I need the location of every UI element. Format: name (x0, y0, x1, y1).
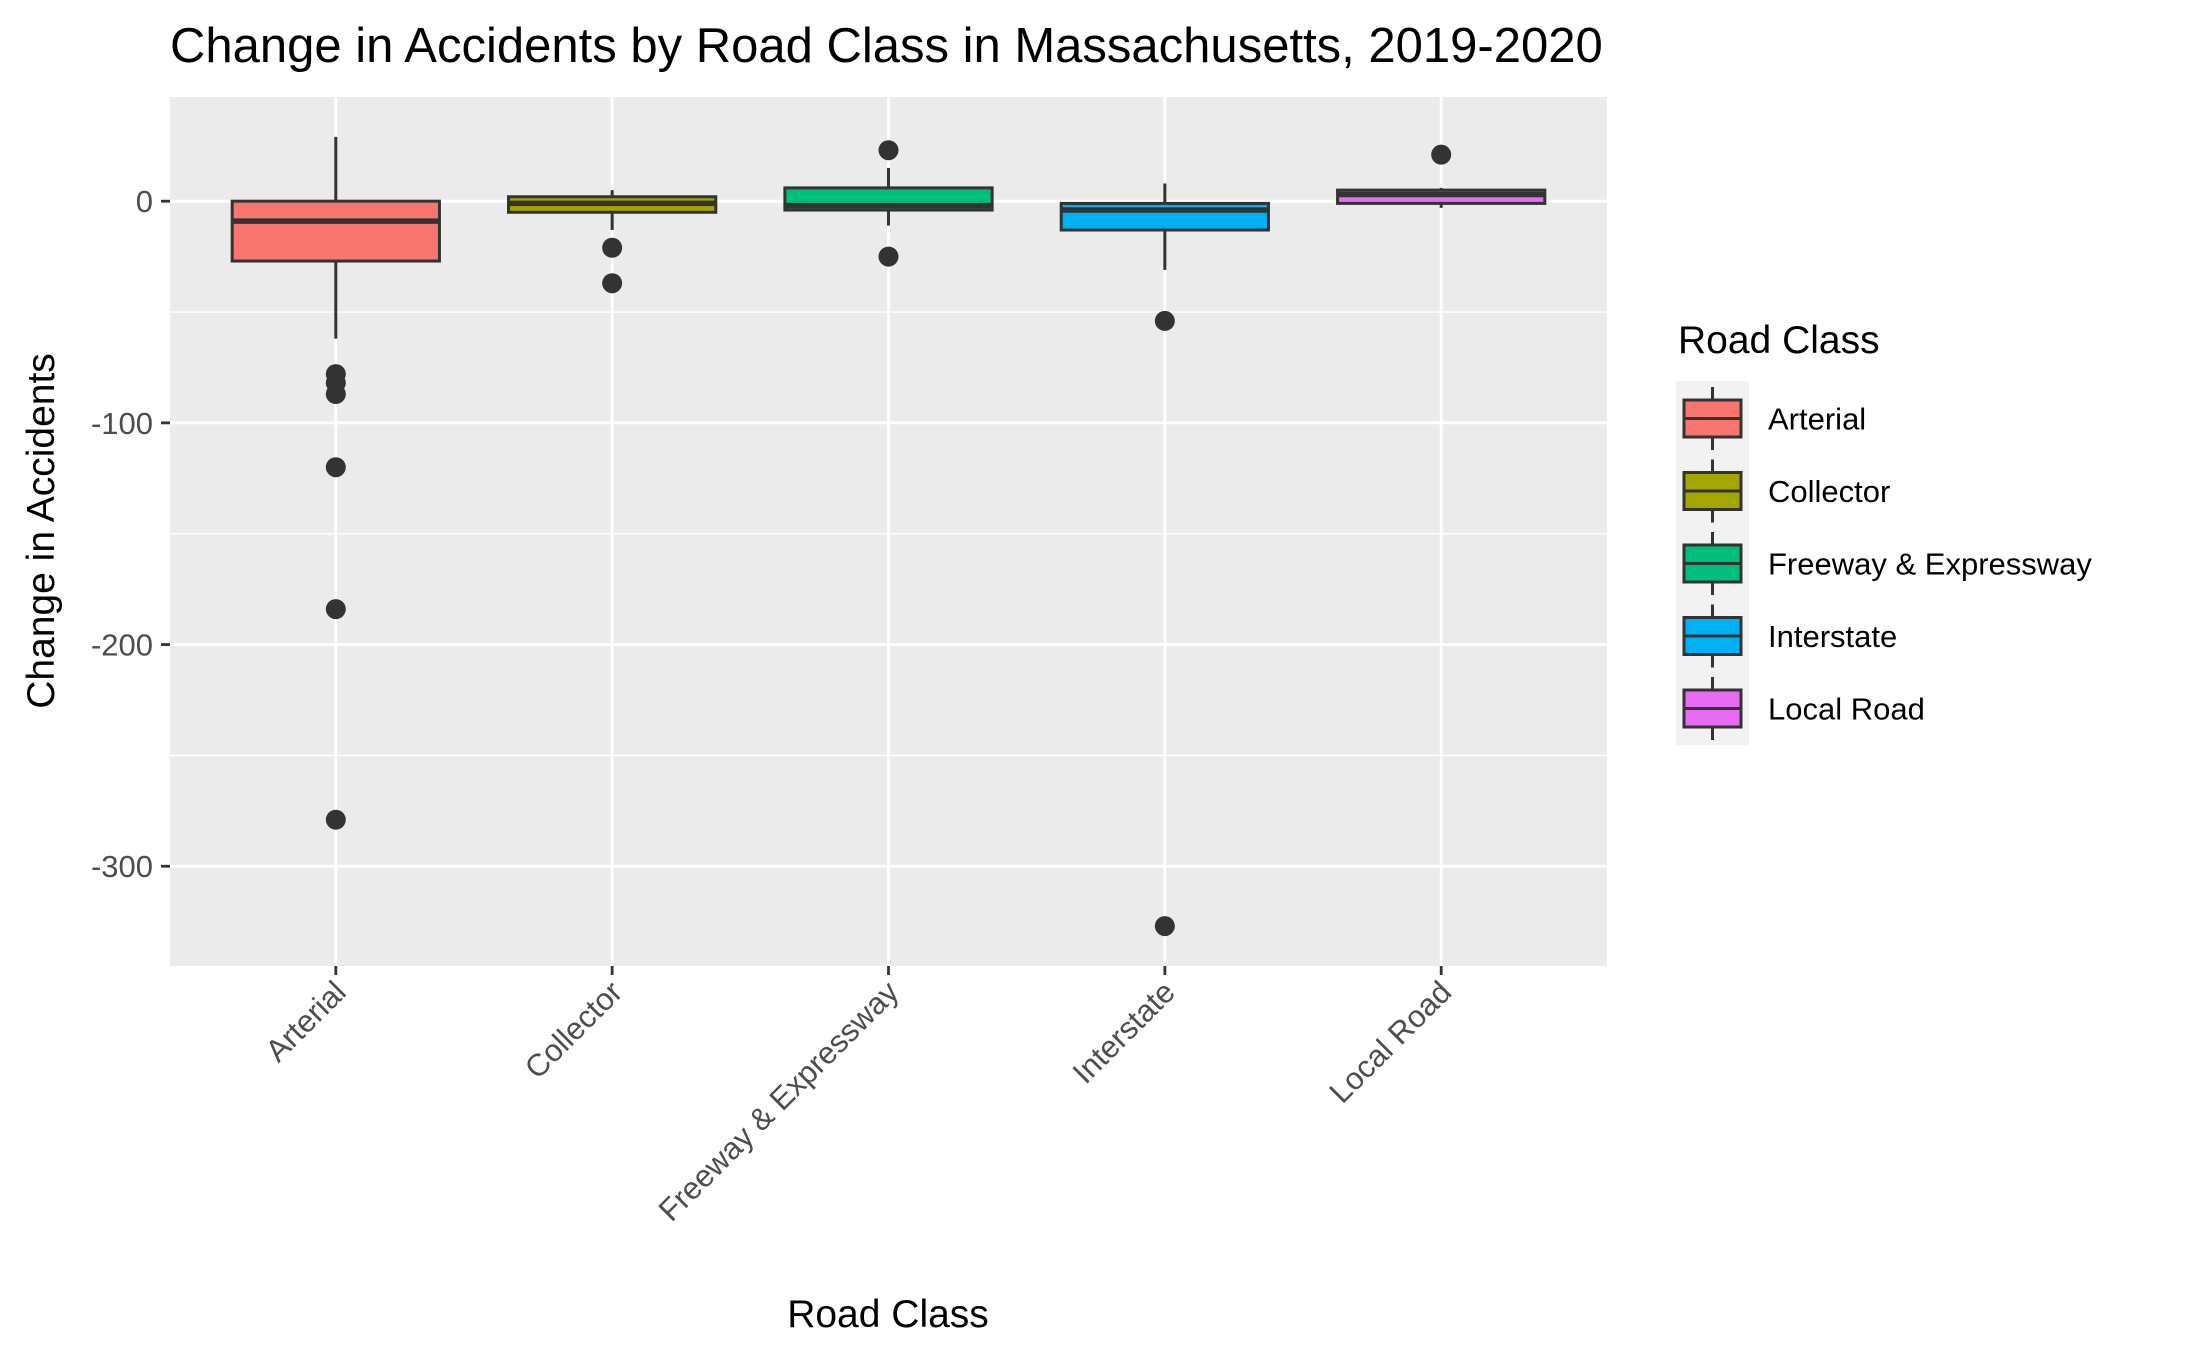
outlier-point (325, 809, 346, 830)
legend-item: Local Road (1682, 677, 1925, 740)
y-axis: 0 -100 -200 -300 (91, 184, 170, 884)
outlier-point (602, 237, 623, 258)
legend-item: Arterial (1682, 387, 1866, 450)
legend-label: Local Road (1768, 692, 1925, 727)
y-tick-label: -100 (91, 406, 153, 441)
legend-title: Road Class (1678, 319, 1880, 362)
boxes (230, 136, 1547, 937)
box-freeway-expressway (783, 140, 994, 267)
box-local-road (1336, 144, 1547, 208)
outlier-point (325, 599, 346, 620)
legend-item: Freeway & Expressway (1682, 532, 2092, 595)
box-arterial (230, 136, 441, 830)
x-tick-label: Interstate (1066, 974, 1182, 1090)
legend-label: Collector (1768, 474, 1890, 509)
x-tick-label: Freeway & Expressway (652, 974, 906, 1228)
outlier-point (1431, 144, 1452, 165)
outlier-point (1154, 916, 1175, 937)
y-axis-title: Change in Accidents (20, 353, 63, 709)
legend-label: Interstate (1768, 619, 1897, 654)
x-axis-title: Road Class (787, 1293, 989, 1336)
legend-item: Collector (1682, 459, 1890, 523)
x-axis: Arterial Collector Freeway & Expressway Int… (259, 966, 1458, 1228)
y-tick-label: 0 (136, 184, 153, 219)
outlier-point (1154, 310, 1175, 331)
legend-item: Interstate (1682, 604, 1897, 668)
x-tick-label: Arterial (259, 974, 353, 1068)
x-tick-label: Local Road (1322, 974, 1458, 1110)
box-iqr (230, 199, 441, 263)
chart-title: Change in Accidents by Road Class in Mas… (170, 19, 1603, 73)
legend-label: Arterial (1768, 402, 1866, 437)
y-tick-label: -300 (91, 849, 153, 884)
legend-label: Freeway & Expressway (1768, 547, 2092, 582)
outlier-point (325, 457, 346, 478)
box-interstate (1059, 183, 1270, 937)
outlier-point (878, 246, 899, 267)
legend: Road Class Arterial Collector Freeway & Ex… (1676, 319, 2092, 745)
y-tick-label: -200 (91, 628, 153, 663)
box-collector (507, 190, 718, 294)
outlier-point (325, 384, 346, 405)
x-tick-label: Collector (518, 974, 629, 1085)
outlier-point (602, 273, 623, 294)
outlier-point (878, 140, 899, 161)
